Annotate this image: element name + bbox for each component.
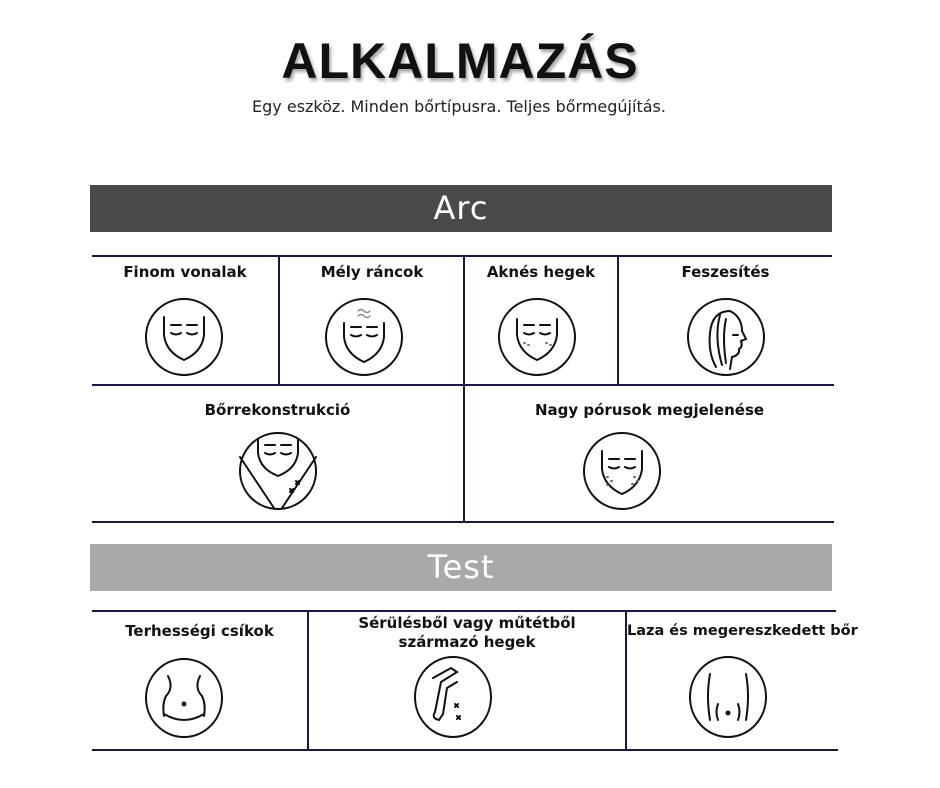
item-label: Mély ráncok [320,263,424,281]
loose-skin-torso-icon [689,656,767,738]
item-label: Sérülésből vagy műtétből származó hegek [358,614,576,651]
face-fine-lines-icon [145,298,223,376]
face-acne-scars-icon [498,298,576,376]
item-stretch-marks: Terhességi csíkok [92,622,307,641]
divider [625,611,627,750]
leg-scars-icon [414,656,492,738]
section-header-test: Test [90,544,832,591]
divider [463,255,465,523]
divider [617,255,619,385]
item-label: Terhességi csíkok [125,622,274,640]
item-label: Aknés hegek [486,263,596,281]
page-title: ALKALMAZÁS [281,33,639,89]
face-profile-tightening-icon [687,298,765,376]
item-fine-lines: Finom vonalak [92,263,278,282]
item-acne-scars: Aknés hegek [465,263,617,282]
face-deep-wrinkles-icon [325,298,403,376]
item-loose-skin: Laza és megereszkedett bőr [627,622,858,641]
section-header-arc: Arc [90,185,832,232]
divider [92,749,838,751]
item-large-pores: Nagy pórusok megjelenése [465,401,834,420]
face-large-pores-icon [583,432,661,510]
belly-stretch-marks-icon [145,658,223,738]
item-label: Laza és megereszkedett bőr [627,623,858,639]
item-injury-scars: Sérülésből vagy műtétből származó hegek [309,614,625,652]
divider [307,610,309,750]
divider [278,255,280,385]
page-subtitle: Egy eszköz. Minden bőrtípusra. Teljes bő… [252,97,666,116]
divider [92,255,832,257]
item-deep-wrinkles: Mély ráncok [280,263,464,282]
item-tightening: Feszesítés [619,263,832,282]
item-label: Feszesítés [681,263,770,281]
item-skin-reconstruction: Bőrrekonstrukció [92,401,463,420]
divider [92,610,836,612]
item-label: Bőrrekonstrukció [204,401,351,419]
item-label: Nagy pórusok megjelenése [534,401,765,419]
face-neck-reconstruction-icon [239,432,317,510]
item-label: Finom vonalak [123,263,247,281]
